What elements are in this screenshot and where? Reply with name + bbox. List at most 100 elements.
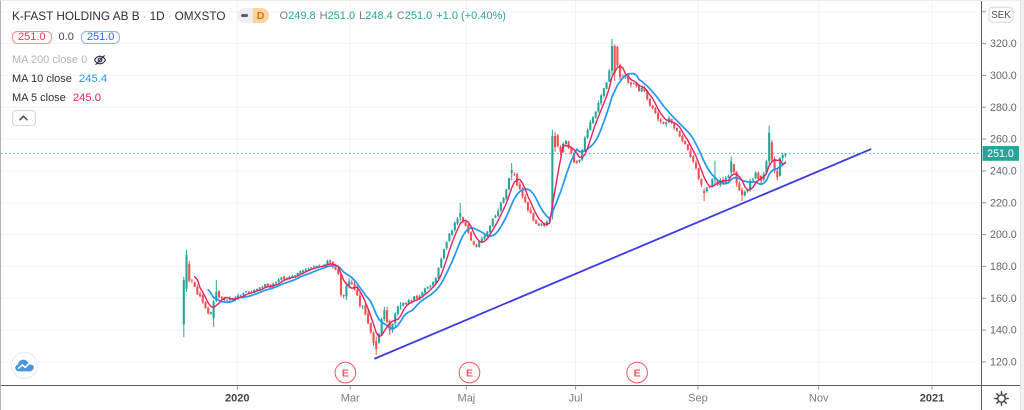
candle-body bbox=[350, 282, 353, 285]
last-price-badge-label: 251.0 bbox=[987, 148, 1014, 160]
candle-body bbox=[445, 242, 448, 249]
candle-body bbox=[700, 179, 703, 185]
collapse-legend-button[interactable] bbox=[12, 109, 36, 126]
candle-body bbox=[480, 238, 483, 242]
ma10-value: 245.4 bbox=[78, 72, 108, 85]
candle-body bbox=[451, 230, 454, 235]
currency-badge[interactable] bbox=[988, 6, 1014, 23]
ma10-label: MA 10 close bbox=[12, 72, 72, 85]
candle-body bbox=[358, 295, 361, 306]
candle-body bbox=[651, 105, 654, 109]
candle-body bbox=[418, 295, 421, 300]
close-value: 251.0 bbox=[404, 9, 433, 22]
candle-body bbox=[429, 285, 432, 287]
candle-body bbox=[185, 254, 188, 289]
gear-icon bbox=[993, 390, 1009, 406]
interval-badge[interactable]: D bbox=[252, 8, 269, 23]
candle-body bbox=[521, 189, 524, 197]
candle-body bbox=[502, 198, 505, 203]
candle-body bbox=[285, 277, 288, 279]
settings-gear-button[interactable] bbox=[993, 390, 1009, 406]
provider-logo-button[interactable] bbox=[11, 351, 38, 379]
candle-body bbox=[518, 184, 521, 190]
candle-body bbox=[280, 277, 283, 280]
earnings-marker[interactable] bbox=[626, 361, 648, 384]
low-label: L bbox=[359, 9, 366, 22]
time-axis-label: 2020 bbox=[225, 393, 249, 405]
candle-body bbox=[540, 224, 543, 226]
candle-body bbox=[556, 135, 559, 147]
candle-body bbox=[204, 302, 207, 309]
candle-body bbox=[247, 291, 250, 293]
candle-body bbox=[594, 111, 597, 118]
candle-body bbox=[380, 319, 383, 335]
candle-body bbox=[619, 64, 622, 78]
candle-body bbox=[396, 306, 399, 315]
candle-body bbox=[440, 258, 443, 268]
candle-body bbox=[657, 112, 660, 120]
candle-body bbox=[478, 241, 481, 247]
candle-body bbox=[369, 323, 372, 333]
candle-body bbox=[703, 190, 706, 194]
indicator-row-ma5[interactable]: MA 5 close 245.0 bbox=[12, 92, 101, 104]
candle-body bbox=[684, 140, 687, 145]
last-price-badge bbox=[982, 146, 1019, 161]
candle-body bbox=[217, 291, 221, 298]
candle-body bbox=[423, 288, 427, 293]
price-axis-label: 260.0 bbox=[990, 134, 1017, 146]
candle-body bbox=[659, 119, 662, 122]
candle-body bbox=[757, 172, 760, 179]
candle-body bbox=[199, 293, 202, 297]
candle-body bbox=[627, 76, 630, 83]
candle-body bbox=[215, 291, 218, 301]
candle-body bbox=[589, 122, 592, 130]
interval-label[interactable]: 1D bbox=[149, 8, 165, 23]
candle-body bbox=[242, 293, 245, 296]
ma10-line bbox=[207, 72, 787, 330]
candle-body bbox=[567, 141, 570, 148]
window-scrollbar-strip bbox=[1020, 1, 1024, 410]
candle-body bbox=[293, 275, 296, 277]
candle-body bbox=[337, 269, 340, 274]
candle-body bbox=[686, 144, 689, 151]
candle-body bbox=[662, 122, 665, 124]
price-axis-label: 240.0 bbox=[990, 166, 1017, 178]
candle-body bbox=[532, 213, 535, 221]
sell-button[interactable]: 251.0 bbox=[12, 30, 52, 44]
candle-body bbox=[510, 170, 513, 174]
trend-line-drawing[interactable] bbox=[374, 148, 872, 360]
ohlc-values: O249.8 H251.0 L248.4 C251.0 +1.0 (+0.40%) bbox=[280, 10, 506, 22]
earnings-marker[interactable] bbox=[334, 361, 357, 384]
candle-body bbox=[488, 225, 492, 233]
candle-body bbox=[442, 249, 446, 259]
candle-body bbox=[201, 295, 204, 303]
candle-body bbox=[570, 147, 573, 154]
candle-body bbox=[486, 231, 489, 236]
candle-body bbox=[583, 137, 586, 151]
exchange-label[interactable]: OMXSTO bbox=[174, 8, 226, 23]
price-axis-label: 200.0 bbox=[990, 229, 1017, 241]
candle-body bbox=[675, 128, 679, 131]
candle-body bbox=[727, 175, 730, 178]
earnings-marker[interactable] bbox=[458, 361, 481, 384]
indicator-row-ma10[interactable]: MA 10 close 245.4 bbox=[12, 73, 107, 85]
time-axis-label: Maj bbox=[458, 393, 476, 405]
candle-body bbox=[749, 181, 752, 190]
candle-body bbox=[394, 313, 397, 324]
candle-body bbox=[404, 302, 408, 305]
candle-body bbox=[307, 268, 310, 270]
open-label: O bbox=[279, 9, 289, 22]
candle-body bbox=[635, 83, 638, 87]
candle-body bbox=[751, 179, 754, 181]
candle-body bbox=[491, 218, 494, 226]
candle-body bbox=[399, 305, 402, 307]
candle-body bbox=[342, 295, 345, 297]
indicator-row-ma200[interactable]: MA 200 close 0 bbox=[12, 53, 107, 67]
candle-body bbox=[781, 155, 784, 159]
candle-body bbox=[421, 292, 424, 296]
buy-button[interactable]: 251.0 bbox=[80, 30, 121, 44]
symbol-title[interactable]: K-FAST HOLDING AB B bbox=[12, 8, 140, 23]
eye-off-icon[interactable] bbox=[93, 53, 107, 67]
candle-body bbox=[375, 341, 378, 350]
